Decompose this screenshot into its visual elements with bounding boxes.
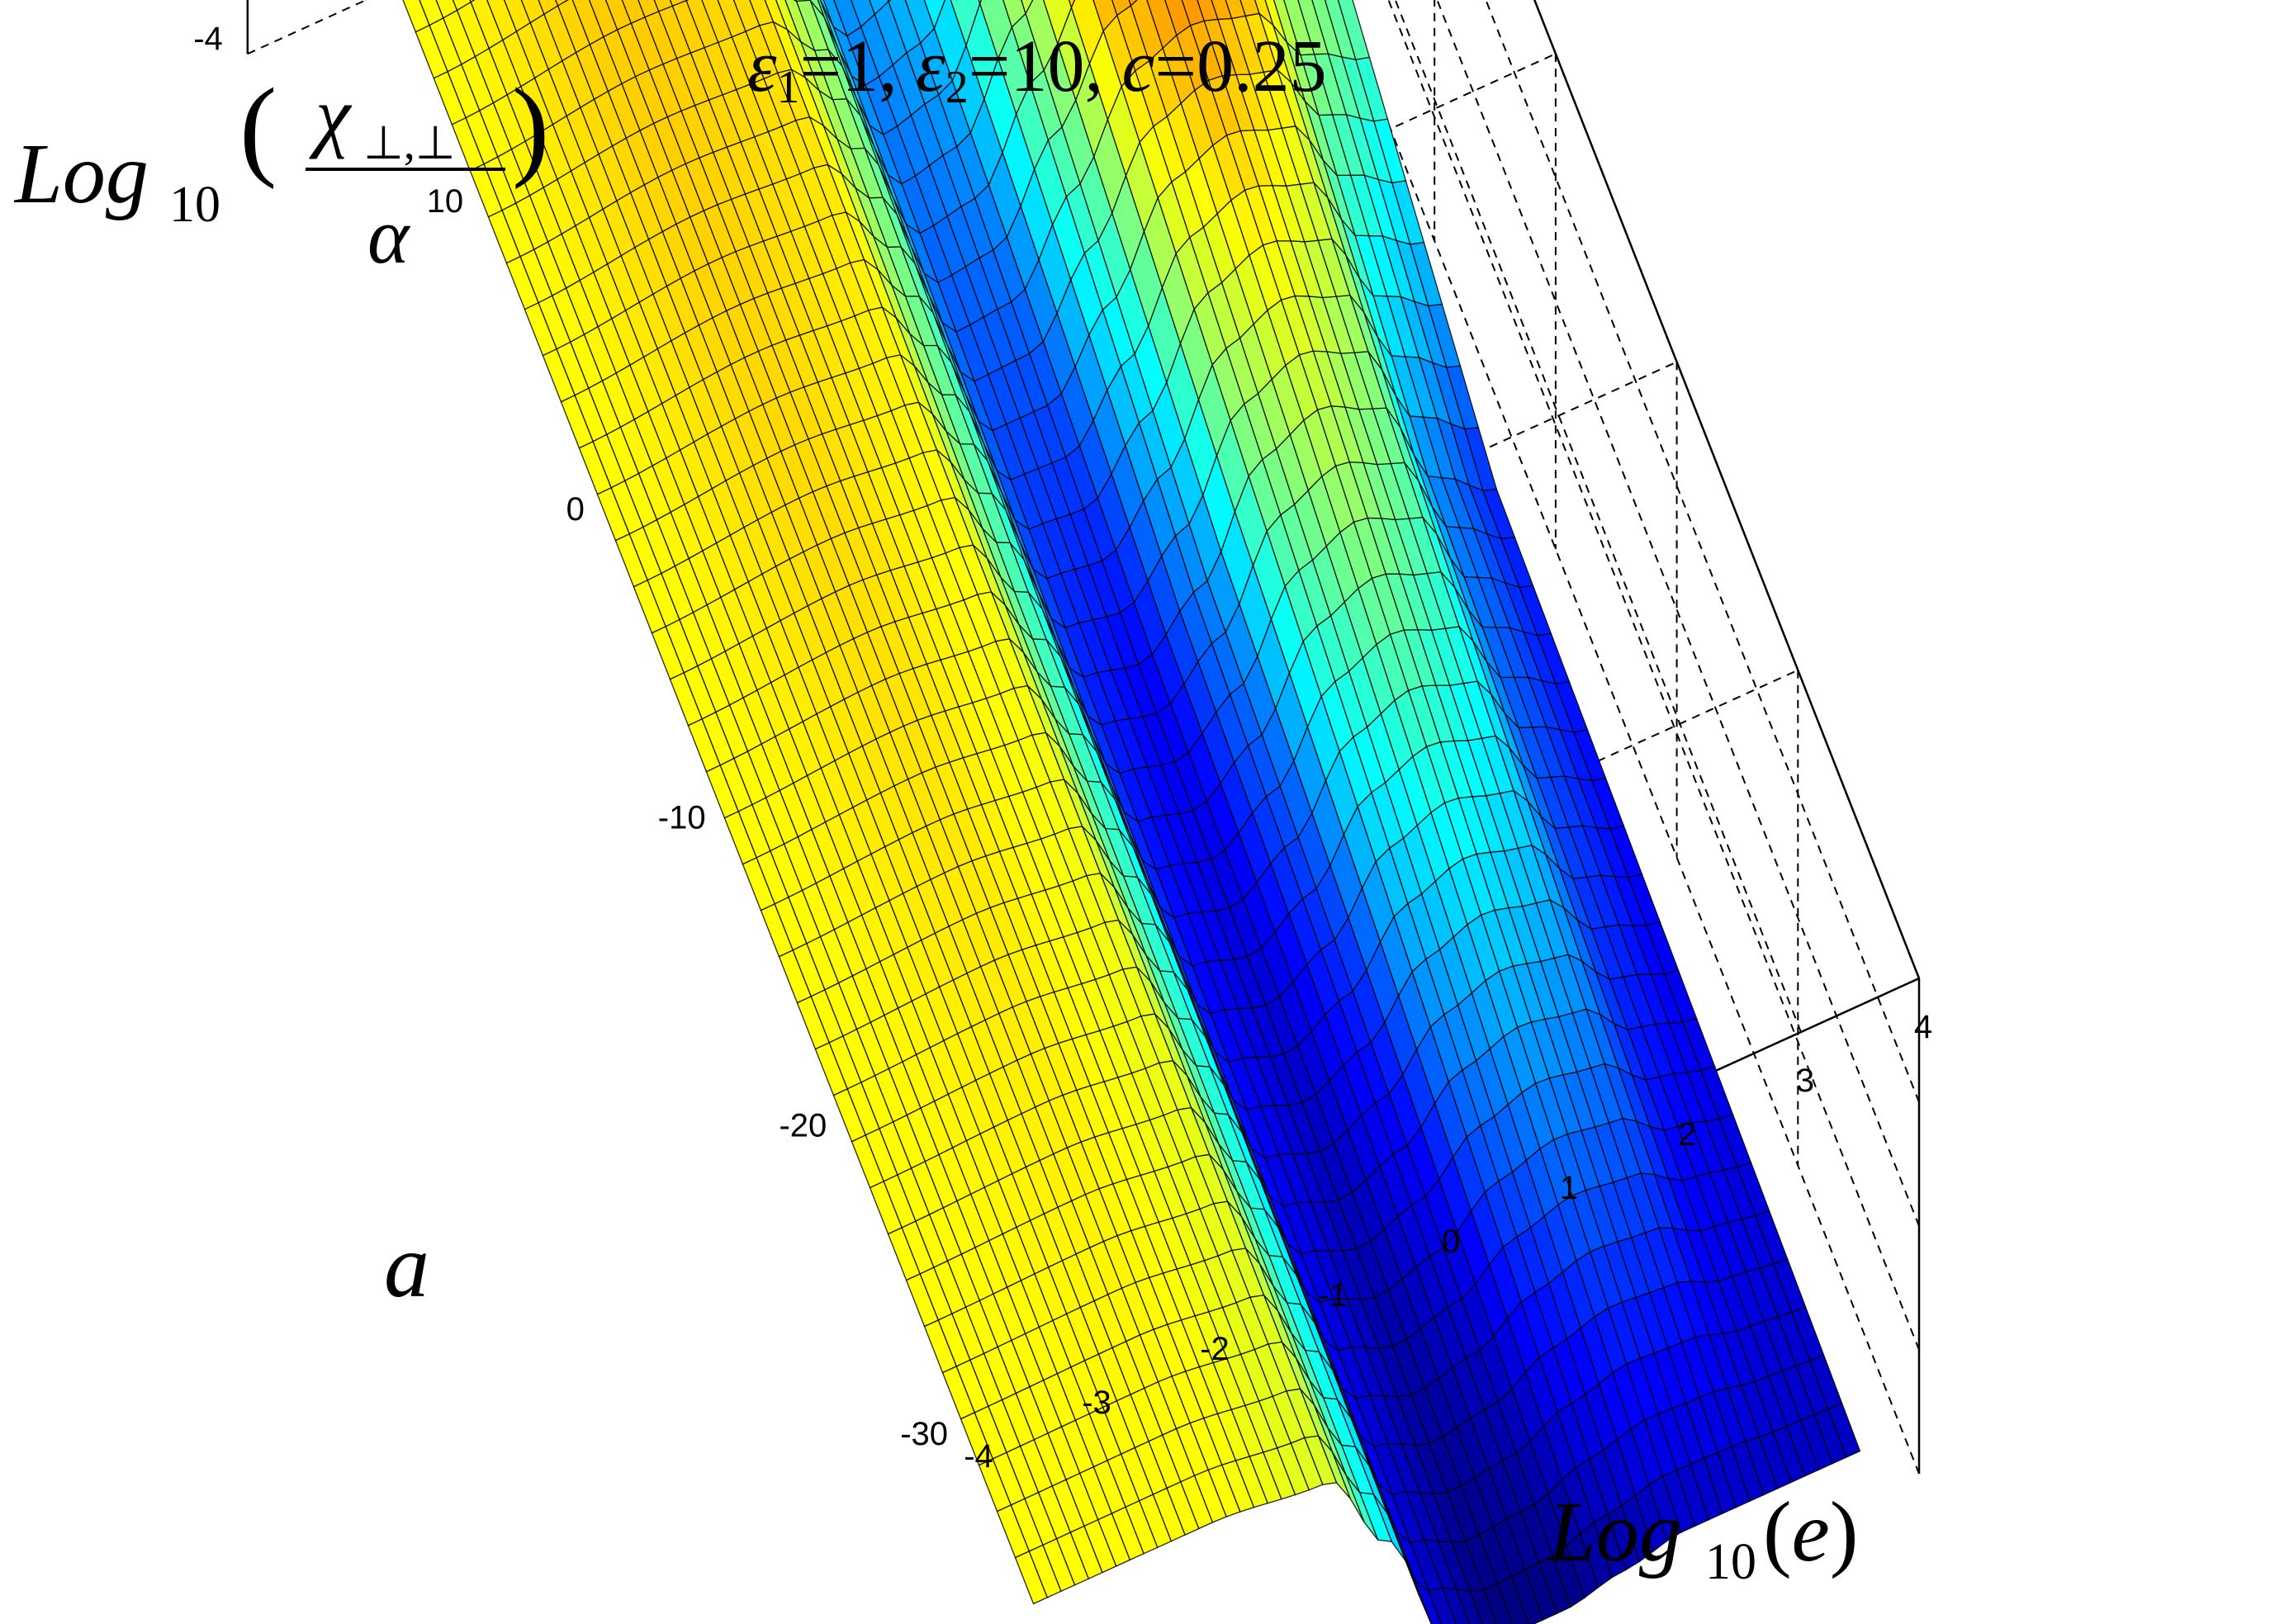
surface-cell [1128, 0, 1138, 7]
x-tick-label: -4 [964, 1438, 993, 1475]
floor-grid-line [610, 53, 1557, 485]
surface-cell [1254, 0, 1274, 27]
surface-cell [1181, 0, 1206, 26]
floor-grid-line [852, 669, 1798, 1101]
surface-cell [520, 0, 545, 24]
right-wall-grid-line [1339, 0, 1920, 1475]
surface-cell [1021, 0, 1034, 16]
right-wall-grid-line [1387, 0, 1920, 1351]
z-axis-label: Log 10 ( χ ⊥,⊥ α ) [13, 66, 549, 280]
x-tick-label: 0 [1442, 1224, 1460, 1260]
surface-cell [419, 0, 444, 26]
surface-cell [1068, 0, 1075, 9]
surface-cell [923, 0, 945, 31]
y-tick-label: -20 [779, 1108, 827, 1144]
surface-cell [749, 0, 775, 26]
svg-text:⊥,⊥: ⊥,⊥ [363, 118, 456, 169]
surface-cell [538, 0, 559, 16]
surface-cell [1264, 0, 1287, 43]
x-tick-label: 3 [1796, 1063, 1814, 1099]
surface-cell [817, 0, 839, 48]
surface-cell [793, 0, 798, 2]
x-axis-label: Log 10 (e) [1547, 1484, 1858, 1590]
x-tick-label: 2 [1678, 1116, 1696, 1153]
svg-text:Log: Log [1547, 1484, 1682, 1579]
surface-cell [850, 0, 875, 28]
z-label-paren-left: ( [239, 66, 277, 190]
right-wall-grid-line [1436, 0, 1920, 1227]
surface-cell [1197, 0, 1219, 21]
svg-text:10: 10 [169, 177, 220, 233]
svg-text:χ: χ [309, 71, 353, 159]
surface-cell [822, 0, 849, 38]
x-tick-label: 4 [1914, 1009, 1932, 1045]
svg-text:10: 10 [1705, 1534, 1756, 1590]
surface-cell [1092, 0, 1118, 32]
x-tick-label: -3 [1082, 1385, 1111, 1421]
surface-cell [555, 0, 569, 7]
surface-cell [621, 0, 646, 24]
surface-cell [764, 0, 789, 31]
surface-cell [452, 0, 472, 12]
z-tick-label: -4 [193, 21, 223, 57]
surface-cell [653, 0, 674, 12]
x-tick-label: -1 [1318, 1277, 1348, 1314]
surface-cell [402, 0, 430, 33]
y-tick-label: -10 [658, 799, 706, 836]
svg-text:Log: Log [13, 126, 149, 221]
y-axis-label: a [384, 1215, 429, 1316]
surface-cell [1239, 0, 1260, 17]
svg-text:α: α [367, 192, 410, 280]
surface-cell [604, 0, 633, 31]
svg-text:(e): (e) [1763, 1484, 1858, 1579]
z-label-paren-right: ) [512, 66, 549, 190]
y-tick-label: -30 [900, 1416, 948, 1452]
surface-cell [869, 0, 889, 16]
right-wall-grid-line [1485, 0, 1920, 1103]
surface-cell [809, 0, 825, 17]
surface-cell [669, 0, 687, 7]
floor-grid-line [732, 361, 1678, 793]
surface-cell [1002, 0, 1026, 28]
chart-title: ε1=1, ε2=10, c=0.25 [747, 26, 1327, 113]
surface-cell [1111, 0, 1132, 17]
surface [402, 0, 1861, 1624]
surface-cell [732, 0, 761, 32]
y-tick-label: 10 [427, 183, 464, 220]
surface-cell [795, 0, 812, 2]
surface-cell [435, 0, 458, 19]
box-edge-line [1533, 0, 1921, 979]
y-tick-label: 0 [566, 491, 585, 528]
surface-cell [1164, 0, 1192, 36]
surface-cell [819, 0, 834, 27]
x-tick-label: 1 [1560, 1170, 1578, 1206]
x-tick-label: -2 [1200, 1331, 1230, 1367]
surface-cell [775, 0, 802, 42]
